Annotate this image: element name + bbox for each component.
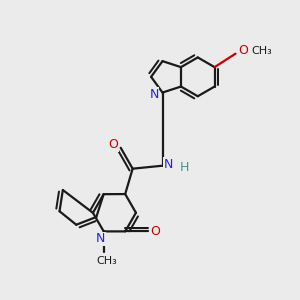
- Text: O: O: [150, 225, 160, 238]
- Text: N: N: [149, 88, 159, 100]
- Text: CH₃: CH₃: [251, 46, 272, 56]
- Text: H: H: [180, 161, 190, 174]
- Text: O: O: [238, 44, 248, 57]
- Text: N: N: [164, 158, 173, 171]
- Text: CH₃: CH₃: [96, 256, 117, 266]
- Text: O: O: [108, 138, 118, 151]
- Text: N: N: [96, 232, 105, 245]
